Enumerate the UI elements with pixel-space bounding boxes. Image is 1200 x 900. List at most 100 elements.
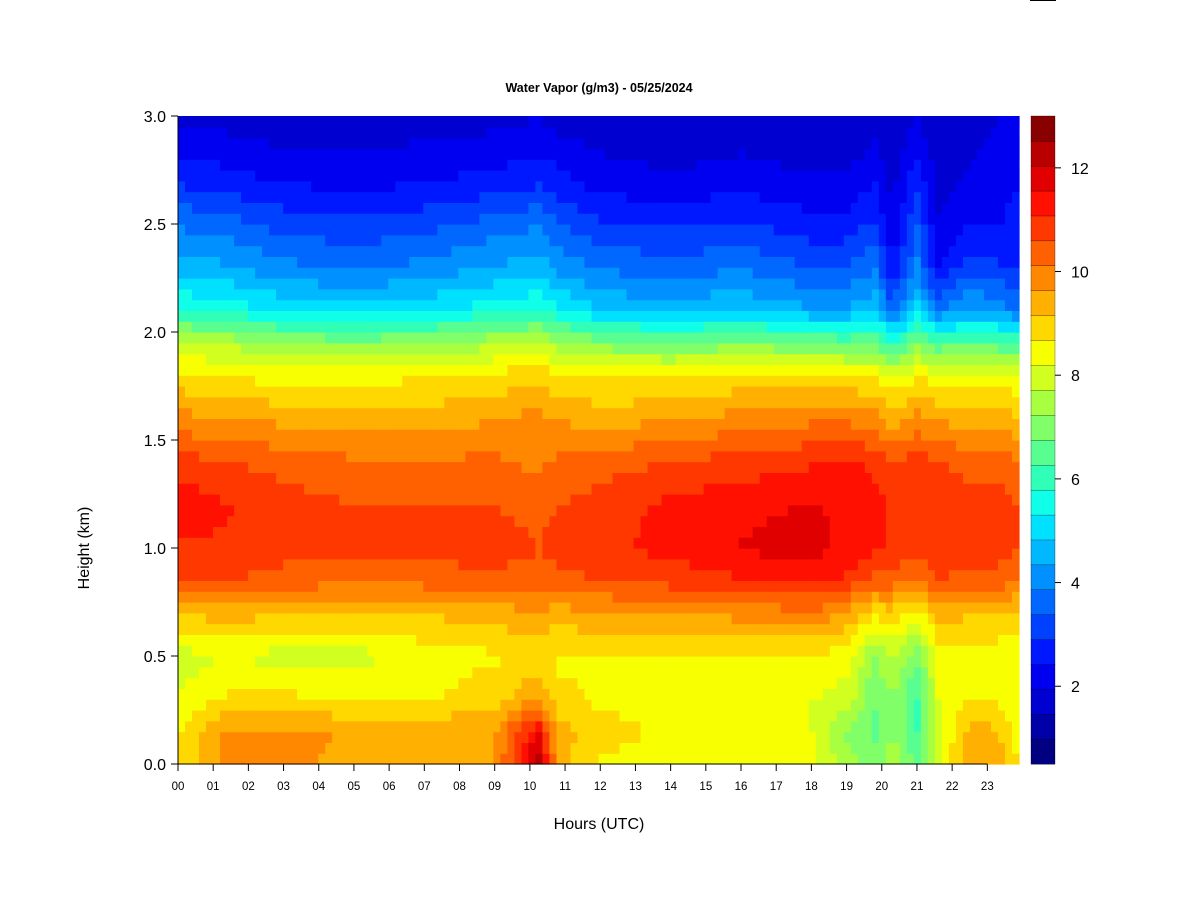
heatmap-cell [570,224,579,236]
heatmap-cell [192,558,200,571]
heatmap-cell [528,137,537,149]
heatmap-cell [269,126,277,139]
heatmap-cell [185,126,193,139]
heatmap-cell [248,591,256,603]
heatmap-cell [570,656,579,668]
heatmap-cell [353,623,361,635]
heatmap-cell [199,558,207,571]
heatmap-cell [479,364,487,376]
heatmap-cell [738,634,747,646]
chart-title: Water Vapor (g/m3) - 05/25/2024 [505,81,692,95]
heatmap-cell [325,526,333,538]
heatmap-cell [717,396,726,409]
heatmap-cell [612,256,621,268]
heatmap-cell [283,580,291,592]
heatmap-cell [444,310,452,322]
heatmap-cell [570,645,579,657]
heatmap-cell [521,634,530,646]
heatmap-cell [437,288,445,301]
heatmap-cell [262,137,270,149]
heatmap-cell [549,364,558,376]
heatmap-cell [479,666,487,679]
heatmap-cell [465,688,473,700]
heatmap-cell [262,677,270,689]
heatmap-cell [570,677,579,689]
heatmap-cell [640,386,649,398]
heatmap-cell [374,310,382,322]
heatmap-cell [318,472,326,484]
heatmap-cell [563,245,572,257]
heatmap-cell [731,159,740,171]
heatmap-cell [395,731,403,743]
heatmap-cell [556,634,565,646]
heatmap-cell [283,742,291,754]
heatmap-cell [430,558,438,571]
heatmap-cell [731,321,740,333]
heatmap-cell [654,472,663,484]
heatmap-cell [402,126,410,139]
heatmap-cell [626,375,635,387]
heatmap-cell [178,688,186,700]
heatmap-cell [647,256,656,268]
heatmap-cell [738,202,747,214]
heatmap-cell [234,558,242,571]
heatmap-cell [591,299,600,311]
heatmap-cell [199,731,207,743]
heatmap-cell [360,569,368,581]
heatmap-cell [332,224,340,236]
heatmap-cell [304,440,312,452]
heatmap-cell [507,472,515,484]
heatmap-cell [745,753,754,765]
heatmap-cell [661,429,670,441]
heatmap-cell [269,429,277,441]
heatmap-cell [332,710,340,722]
heatmap-cell [395,645,403,657]
heatmap-cell [696,753,705,765]
heatmap-cell [444,353,452,365]
heatmap-cell [276,148,284,160]
heatmap-cell [255,116,263,128]
heatmap-cell [549,699,558,711]
heatmap-cell [619,591,628,603]
heatmap-cell [605,461,614,473]
heatmap-cell [374,569,382,581]
heatmap-cell [465,494,473,506]
heatmap-cell [353,396,361,409]
heatmap-cell [479,407,487,419]
heatmap-cell [528,569,537,581]
heatmap-cell [731,483,740,495]
heatmap-cell [633,353,642,365]
heatmap-cell [402,623,410,635]
heatmap-cell [353,202,361,214]
heatmap-cell [318,731,326,743]
heatmap-cell [710,418,719,430]
heatmap-cell [360,483,368,495]
heatmap-cell [584,191,593,203]
heatmap-cell [178,256,186,268]
heatmap-cell [353,548,361,560]
heatmap-cell [493,710,501,722]
heatmap-cell [570,494,579,506]
heatmap-cell [325,537,333,549]
heatmap-cell [374,148,382,160]
heatmap-cell [241,245,249,257]
heatmap-cell [710,267,719,279]
heatmap-cell [619,612,628,625]
heatmap-cell [759,710,768,722]
heatmap-cell [682,440,691,452]
heatmap-cell [598,558,607,571]
heatmap-cell [556,224,565,236]
heatmap-cell [465,159,473,171]
heatmap-cell [640,548,649,560]
heatmap-cell [381,753,389,765]
heatmap-cell [325,137,333,149]
heatmap-cell [430,688,438,700]
heatmap-cell [689,580,698,592]
heatmap-cell [689,342,698,355]
heatmap-cell [353,159,361,171]
heatmap-cell [570,537,579,549]
heatmap-cell [374,342,382,355]
heatmap-cell [227,494,235,506]
heatmap-cell [346,429,354,441]
heatmap-cell [633,148,642,160]
